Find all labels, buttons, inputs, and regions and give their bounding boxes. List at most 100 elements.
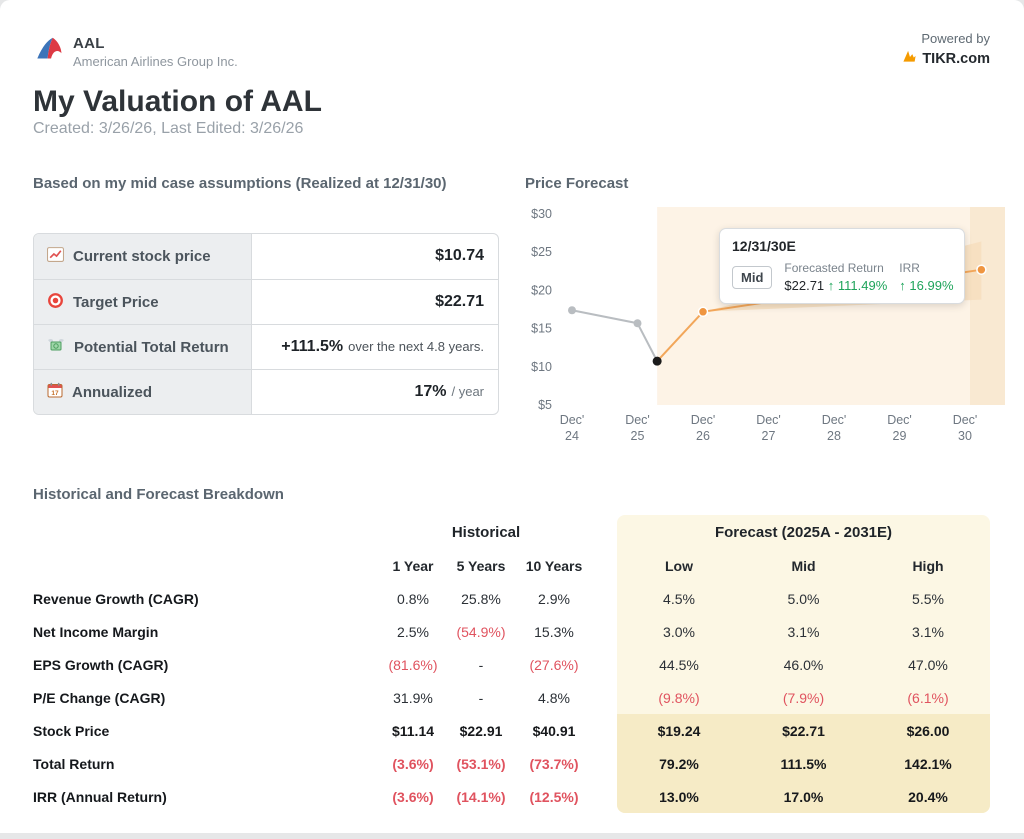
value-cell: 44.5% [659, 656, 699, 673]
value-cell: 2.5% [397, 623, 429, 640]
assumptions-table: Current stock price $10.74 Target Price … [33, 233, 499, 415]
row-label: Total Return [33, 755, 115, 772]
table-row: Stock Price $11.14 $22.91 $40.91 $19.24 $22.7… [33, 714, 990, 747]
forecasted-return-change: ↑ 111.49% [827, 278, 888, 293]
svg-text:17: 17 [51, 390, 59, 397]
row-label: Current stock price [73, 248, 211, 265]
row-label-cell: Potential Total Return [34, 325, 252, 369]
y-tick-label: $5 [538, 398, 552, 412]
x-tick-label: Dec' [822, 413, 847, 427]
american-airlines-logo-icon [33, 35, 64, 68]
table-row: 17 Annualized 17% / year [34, 369, 498, 414]
forecasted-return-value: $22.71 [784, 278, 825, 293]
tooltip-date: 12/31/30E [732, 238, 796, 254]
value-cell: (27.6%) [529, 656, 579, 673]
stock-chart-icon [47, 246, 64, 267]
x-tick-label: Dec' [953, 413, 978, 427]
y-tick-label: $10 [531, 360, 552, 374]
row-label: Stock Price [33, 722, 110, 739]
table-row: Net Income Margin 2.5% (54.9%) 15.3% 3.0% 3.1… [33, 615, 990, 648]
row-label: EPS Growth (CAGR) [33, 656, 169, 673]
row-label: Potential Total Return [74, 338, 229, 356]
value-cell: 5.5% [912, 590, 944, 607]
powered-by-label: Powered by [921, 31, 990, 46]
calendar-icon: 17 [47, 382, 63, 402]
scenario-badge: Mid [732, 265, 773, 289]
value-cell: (6.1%) [907, 689, 949, 706]
forecasted-return-label: Forecasted Return [784, 261, 884, 275]
page-title: My Valuation of AAL [33, 85, 322, 118]
value-cell: 13.0% [659, 788, 699, 805]
row-value-cell: $22.71 [252, 280, 498, 324]
x-tick-label: 24 [565, 429, 579, 443]
historical-point-marker [568, 306, 576, 315]
value-cell: $26.00 [906, 722, 950, 739]
x-tick-label: 29 [893, 429, 907, 443]
tikr-name: TIKR.com [922, 51, 990, 67]
forecast-point-marker [697, 306, 709, 318]
col-header-low: Low [665, 557, 693, 574]
column-header-row: 1 Year 5 Years 10 Years Low Mid High [33, 549, 990, 582]
value-cell: (3.6%) [392, 788, 434, 805]
x-tick-label: 28 [827, 429, 841, 443]
row-value: $22.71 [435, 293, 484, 310]
row-value-cell: 17% / year [252, 370, 498, 414]
value-cell: $22.91 [459, 722, 503, 739]
value-cell: $22.71 [782, 722, 825, 739]
company-brand: AAL American Airlines Group Inc. [33, 35, 238, 69]
value-cell: 3.1% [912, 623, 944, 640]
col-header-high: High [912, 557, 944, 574]
col-header-10-years: 10 Years [525, 557, 583, 574]
historical-point-marker [633, 319, 642, 328]
row-label-cell: Current stock price [34, 234, 252, 279]
value-cell: 46.0% [783, 656, 824, 673]
group-header-row: Historical Forecast (2025A - 2031E) [33, 515, 990, 549]
x-tick-label: 26 [696, 429, 710, 443]
value-cell: 25.8% [461, 590, 501, 607]
tikr-brand[interactable]: TIKR.com [902, 49, 990, 69]
y-tick-label: $25 [531, 245, 552, 259]
row-label-cell: 17 Annualized [34, 370, 252, 414]
row-label: Target Price [73, 293, 159, 311]
company-name: American Airlines Group Inc. [73, 54, 238, 69]
row-value: 17% [414, 383, 447, 400]
row-value-cell: +111.5% over the next 4.8 years. [252, 325, 498, 369]
row-value-cell: $10.74 [252, 234, 498, 279]
value-cell: 111.5% [780, 755, 827, 772]
table-row: Potential Total Return +111.5% over the … [34, 324, 498, 369]
value-cell: (7.9%) [782, 689, 825, 706]
value-cell: 4.5% [663, 590, 695, 607]
x-tick-label: Dec' [625, 413, 650, 427]
x-tick-label: Dec' [756, 413, 781, 427]
col-header-1-year: 1 Year [392, 557, 434, 574]
hover-column-highlight [970, 207, 1005, 405]
price-forecast-chart-area: $30 $25 $20 $15 $10 $5 Dec' 24 Dec' 25 Dec' 26 Dec' 2… [522, 205, 1014, 455]
x-tick-label: Dec' [887, 413, 912, 427]
flying-money-icon [47, 337, 65, 357]
value-cell: 0.8% [397, 590, 429, 607]
price-forecast-heading: Price Forecast [525, 175, 629, 192]
value-cell: - [478, 689, 484, 706]
page-subtitle: Created: 3/26/26, Last Edited: 3/26/26 [33, 120, 304, 137]
col-header-5-years: 5 Years [456, 557, 506, 574]
x-tick-label: 27 [762, 429, 776, 443]
value-cell: (12.5%) [529, 788, 579, 805]
table-row: Current stock price $10.74 [34, 234, 498, 279]
forecast-highlight-band [617, 714, 990, 813]
tikr-logo-icon [902, 49, 917, 69]
value-cell: (54.9%) [456, 623, 506, 640]
row-label: IRR (Annual Return) [33, 788, 167, 805]
breakdown-heading: Historical and Forecast Breakdown [33, 486, 284, 503]
value-cell: 17.0% [783, 788, 824, 805]
row-value-suffix: over the next 4.8 years. [348, 339, 484, 354]
value-cell: 4.8% [538, 689, 570, 706]
breakdown-table: Historical Forecast (2025A - 2031E) 1 Ye… [33, 515, 990, 813]
table-row: Revenue Growth (CAGR) 0.8% 25.8% 2.9% 4.5% 5.… [33, 582, 990, 615]
value-cell: $11.14 [391, 722, 435, 739]
tooltip-irr-column: IRR ↑ 16.99% [899, 261, 953, 293]
row-label: Annualized [72, 383, 153, 401]
table-row: IRR (Annual Return) (3.6%) (14.1%) (12.5%) 1… [33, 780, 990, 813]
ticker-symbol: AAL [73, 35, 105, 52]
row-label: Revenue Growth (CAGR) [33, 590, 199, 607]
